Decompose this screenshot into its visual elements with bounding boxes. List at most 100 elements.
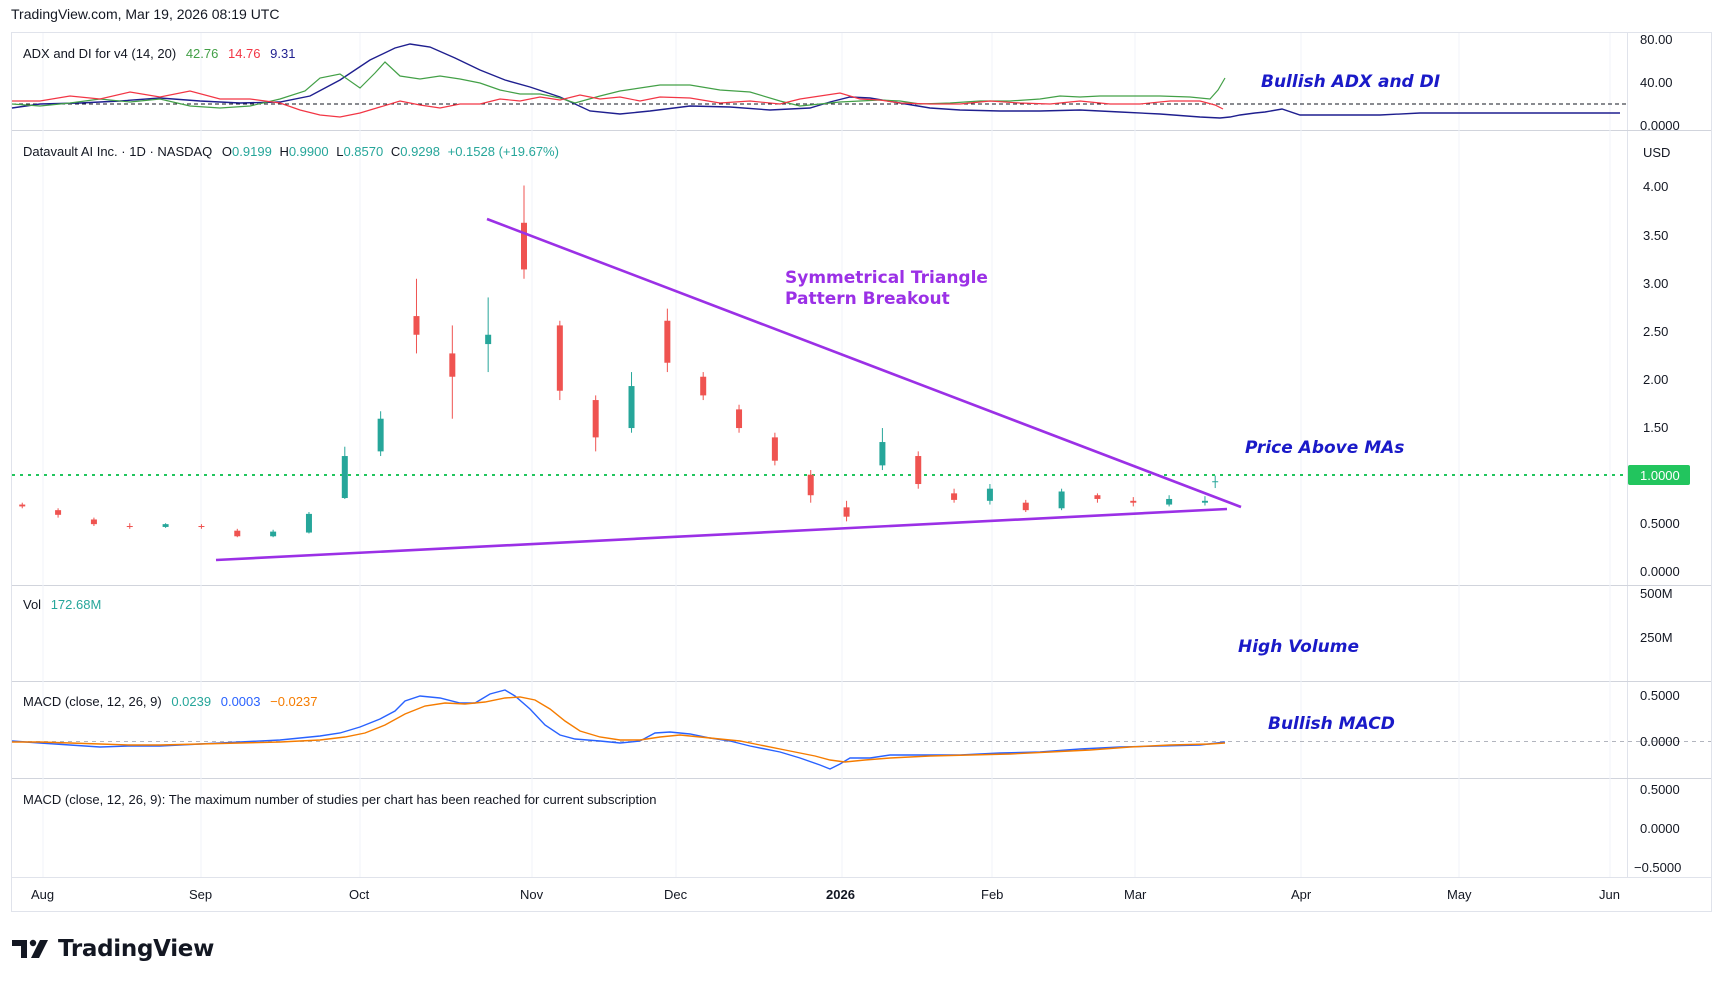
- candle-body: [1166, 498, 1173, 505]
- price-legend-o-label: O: [222, 144, 232, 159]
- candles: [19, 185, 1219, 538]
- price-tick: 3.50: [1643, 228, 1668, 243]
- price-legend-open: 0.9199: [232, 144, 272, 159]
- adx-legend-di-plus: 42.76: [186, 46, 219, 61]
- candle-body: [915, 456, 922, 485]
- price-legend-change: +0.1528 (+19.67%): [448, 144, 559, 159]
- volume-legend-value: 172.68M: [51, 597, 102, 612]
- annotation-adx: Bullish ADX and DI: [1261, 72, 1440, 92]
- price-legend: Datavault AI Inc. · 1D · NASDAQ O0.9199 …: [23, 144, 559, 159]
- candle-body: [126, 526, 133, 528]
- time-tick: Jun: [1599, 887, 1620, 902]
- time-tick: Sep: [189, 887, 212, 902]
- candle-body: [270, 531, 277, 537]
- time-tick: Feb: [981, 887, 1003, 902]
- candle-body: [879, 442, 886, 466]
- candle-body: [55, 510, 62, 515]
- adx-tick: 40.00: [1640, 75, 1673, 90]
- price-tick: 2.50: [1643, 324, 1668, 339]
- candle-body: [951, 493, 958, 500]
- candle-body: [341, 456, 348, 499]
- volume-axis: 500M 250M: [1640, 586, 1673, 645]
- macd2-tick: 0.5000: [1640, 782, 1680, 797]
- macd2-message: MACD (close, 12, 26, 9): The maximum num…: [23, 792, 656, 807]
- price-legend-h-label: H: [279, 144, 288, 159]
- chart-header: TradingView.com, Mar 19, 2026 08:19 UTC: [11, 6, 280, 22]
- adx-legend: ADX and DI for v4 (14, 20) 42.76 14.76 9…: [23, 46, 295, 61]
- signal-line: [12, 696, 1226, 763]
- price-tick: 4.00: [1643, 179, 1668, 194]
- time-tick: Apr: [1291, 887, 1312, 902]
- volume-tick: 500M: [1640, 586, 1673, 601]
- adx-legend-di-minus: 14.76: [228, 46, 261, 61]
- candle-body: [986, 488, 993, 501]
- price-legend-title: Datavault AI Inc. · 1D · NASDAQ: [23, 144, 212, 159]
- candle-body: [736, 409, 743, 429]
- candle-body: [521, 222, 527, 270]
- annotation-volume: High Volume: [1238, 637, 1359, 657]
- time-tick: May: [1447, 887, 1472, 902]
- time-gridlines: [42, 33, 1611, 877]
- price-legend-high: 0.9900: [289, 144, 329, 159]
- candle-body: [556, 325, 563, 391]
- time-axis: Aug Sep Oct Nov Dec 2026 Feb Mar Apr May…: [31, 887, 1620, 902]
- di-minus-line: [12, 90, 1224, 118]
- time-tick: Nov: [520, 887, 544, 902]
- candle-body: [485, 334, 492, 345]
- price-legend-c-label: C: [391, 144, 400, 159]
- macd-legend: MACD (close, 12, 26, 9) 0.0239 0.0003 −0…: [23, 694, 317, 709]
- macd-legend-hist: 0.0239: [171, 694, 211, 709]
- time-tick: 2026: [826, 887, 855, 902]
- candle-body: [198, 526, 205, 528]
- adx-line: [11, 43, 1620, 119]
- candle-body: [377, 418, 384, 452]
- candle-body: [449, 353, 456, 377]
- candle-body: [234, 530, 241, 537]
- volume-tick: 250M: [1640, 630, 1673, 645]
- candle-body: [90, 519, 97, 525]
- candle-body: [19, 504, 26, 507]
- price-tick: 0.5000: [1640, 516, 1680, 531]
- macd2-axis: 0.5000 0.0000 −0.5000: [1634, 782, 1681, 875]
- key-level-tag-text: 1.0000: [1640, 468, 1680, 483]
- macd-tick: 0.0000: [1640, 734, 1680, 749]
- adx-legend-title: ADX and DI for v4 (14, 20): [23, 46, 176, 61]
- candle-body: [1058, 491, 1065, 509]
- volume-legend: Vol 172.68M: [23, 597, 101, 612]
- price-tick: 3.00: [1643, 276, 1668, 291]
- candle-body: [700, 376, 707, 396]
- candle-body: [807, 474, 814, 496]
- candle-body: [1094, 495, 1101, 499]
- price-legend-low: 0.8570: [343, 144, 383, 159]
- time-tick: Aug: [31, 887, 54, 902]
- triangle-upper-line: [486, 217, 1242, 509]
- annotation-macd: Bullish MACD: [1268, 714, 1395, 734]
- macd-axis: 0.5000 0.0000: [1640, 688, 1680, 749]
- candle-body: [771, 437, 778, 461]
- tradingview-logo-icon: [12, 939, 48, 958]
- currency-label: USD: [1643, 145, 1670, 160]
- candle-body: [843, 507, 850, 517]
- macd-legend-title: MACD (close, 12, 26, 9): [23, 694, 162, 709]
- price-legend-l-label: L: [336, 144, 343, 159]
- candle-body: [664, 320, 671, 363]
- macd-line: [11, 689, 1226, 770]
- macd-legend-macd: 0.0003: [221, 694, 261, 709]
- annotation-price: Price Above MAs: [1245, 438, 1404, 458]
- annotation-triangle-1: Symmetrical Triangle: [785, 268, 988, 288]
- volume-legend-title: Vol: [23, 597, 41, 612]
- adx-legend-adx: 9.31: [270, 46, 295, 61]
- candle-body: [162, 524, 169, 527]
- price-tick: 0.0000: [1640, 564, 1680, 579]
- candle-body: [413, 316, 420, 335]
- tradingview-logo[interactable]: TradingView: [12, 936, 214, 962]
- key-level-tag: [1628, 465, 1690, 485]
- candle-body: [1130, 500, 1137, 503]
- macd-legend-signal: −0.0237: [270, 694, 317, 709]
- price-tick: 2.00: [1643, 372, 1668, 387]
- candle-body: [628, 386, 635, 429]
- tradingview-logo-text: TradingView: [58, 936, 215, 962]
- chart-frame: [11, 32, 1712, 912]
- candle-body: [1201, 500, 1208, 503]
